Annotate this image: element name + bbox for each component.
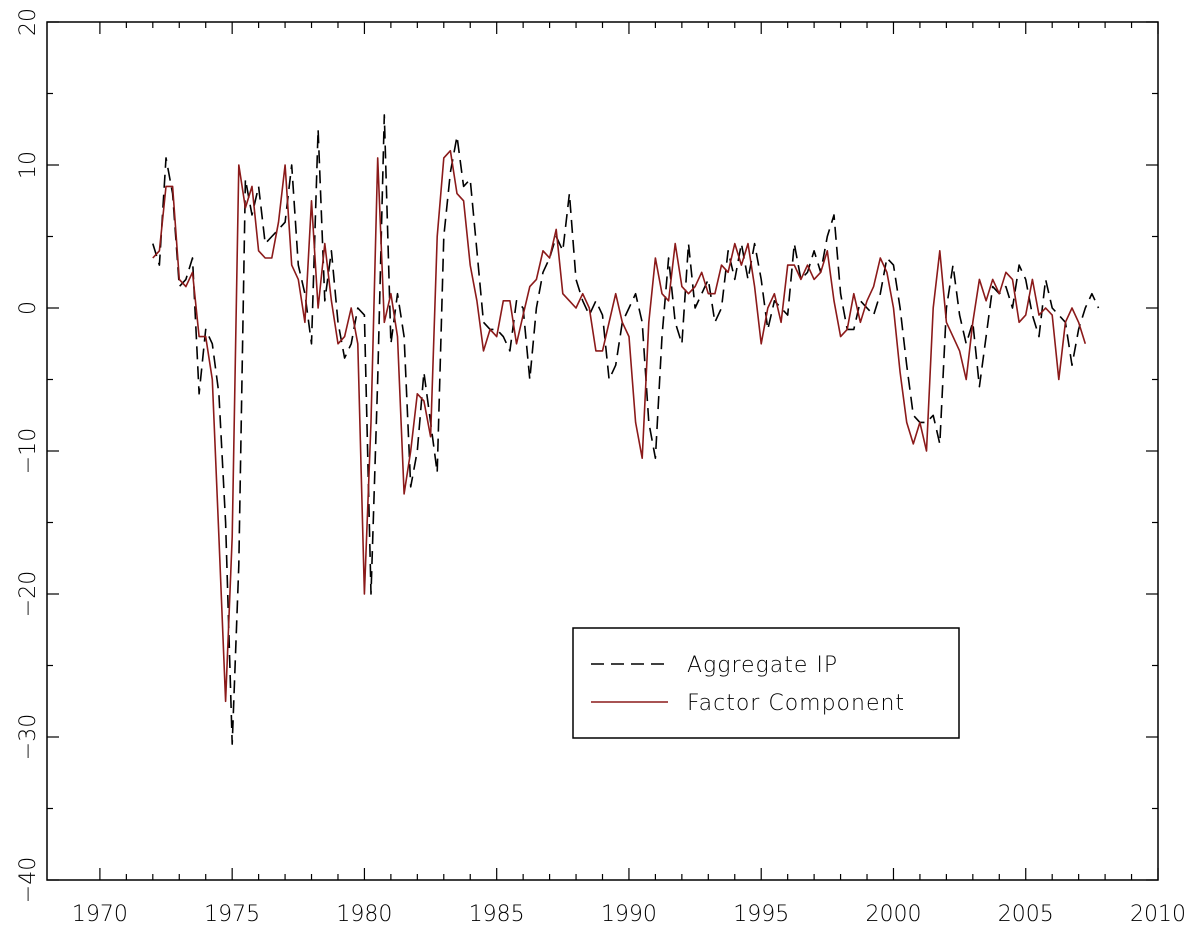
- x-tick-label: 1980: [336, 902, 392, 927]
- plot-frame: [46, 21, 1159, 881]
- series-line-factor-component: [152, 149, 1087, 703]
- series-line-aggregate-ip: [152, 114, 1100, 745]
- x-tick-label: 1975: [204, 902, 260, 927]
- legend-box: [572, 627, 960, 739]
- x-tick-label: 1995: [733, 902, 789, 927]
- x-tick-label: 1970: [72, 902, 128, 927]
- x-tick-label: 2005: [998, 902, 1054, 927]
- x-axis-ticks: 1970 1975 1980 1985 1990 1995 2000 2005 2010: [72, 22, 1186, 927]
- series-layer: [152, 114, 1100, 745]
- y-tick-label: −40: [16, 857, 41, 903]
- y-tick-label: −10: [16, 428, 41, 474]
- y-tick-label: −30: [16, 714, 41, 760]
- y-tick-label: −20: [16, 571, 41, 617]
- x-tick-label: 2010: [1130, 902, 1186, 927]
- y-tick-label: 20: [16, 8, 41, 36]
- x-tick-label: 1990: [601, 902, 657, 927]
- legend: Aggregate IP Factor Component: [572, 627, 960, 739]
- y-axis-ticks: −40 −30 −20 −10 0 10 20: [16, 8, 1158, 903]
- legend-label-factor-component: Factor Component: [687, 691, 905, 716]
- legend-label-aggregate-ip: Aggregate IP: [687, 653, 838, 678]
- y-tick-label: 0: [16, 301, 41, 315]
- y-tick-label: 10: [16, 151, 41, 179]
- x-tick-label: 2000: [865, 902, 921, 927]
- x-tick-label: 1985: [469, 902, 525, 927]
